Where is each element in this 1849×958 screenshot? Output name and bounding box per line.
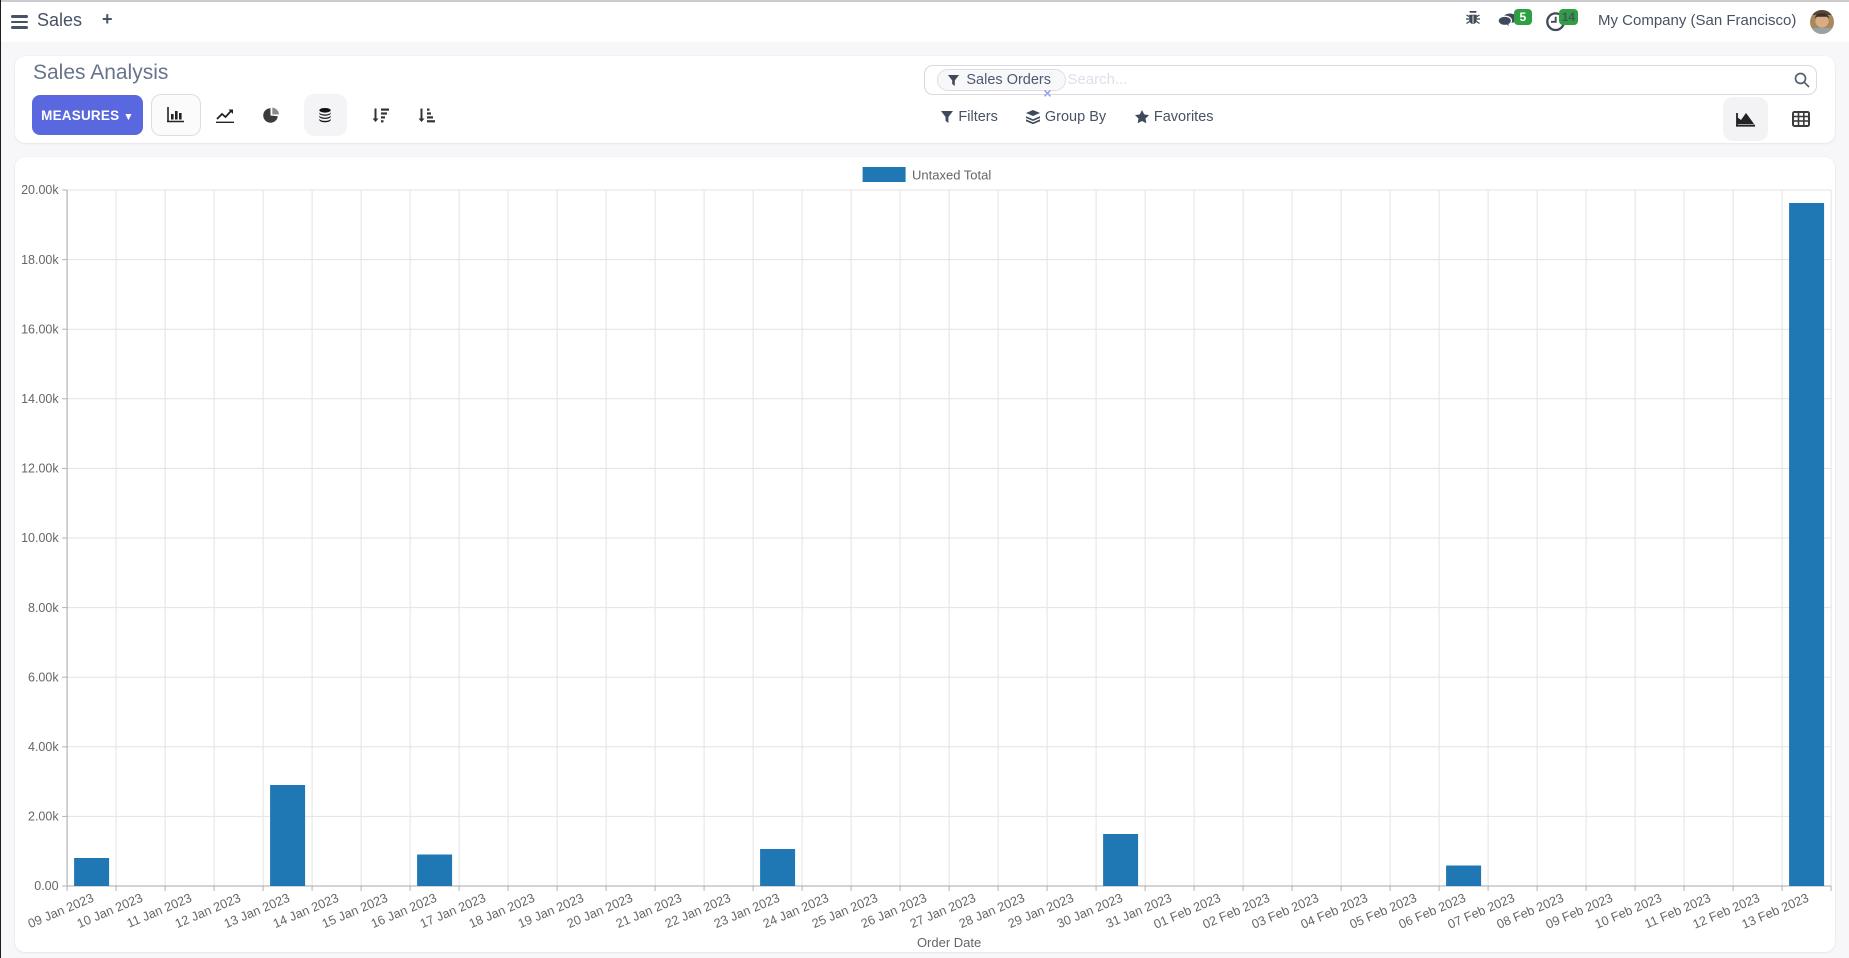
svg-text:8.00k: 8.00k [28, 601, 59, 615]
svg-text:0.00: 0.00 [35, 879, 59, 893]
svg-text:12.00k: 12.00k [21, 462, 59, 476]
svg-text:10.00k: 10.00k [21, 531, 59, 545]
svg-text:20.00k: 20.00k [21, 183, 59, 197]
svg-text:14.00k: 14.00k [21, 392, 59, 406]
svg-text:18.00k: 18.00k [21, 253, 59, 267]
svg-text:16.00k: 16.00k [21, 322, 59, 336]
svg-text:2.00k: 2.00k [28, 810, 59, 824]
svg-text:6.00k: 6.00k [28, 670, 59, 684]
svg-text:4.00k: 4.00k [28, 740, 59, 754]
svg-text:Untaxed Total: Untaxed Total [912, 168, 991, 183]
svg-text:Order Date: Order Date [917, 935, 981, 950]
